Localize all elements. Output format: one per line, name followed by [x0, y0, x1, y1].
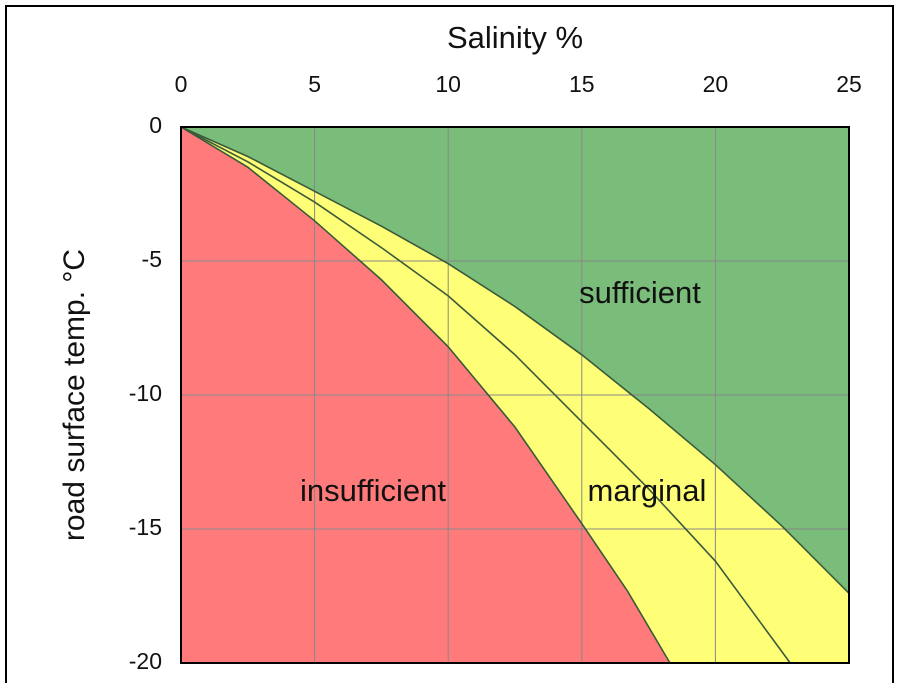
boundary-line	[180, 126, 850, 594]
y-axis-label: road surface temp. °C	[58, 249, 91, 541]
region-label: marginal	[588, 473, 707, 508]
region-label: insufficient	[300, 473, 446, 508]
x-tick-label: 10	[435, 71, 461, 97]
region-sufficient	[181, 127, 849, 594]
y-tick-label: -10	[129, 380, 162, 406]
y-tick-label: -5	[142, 246, 162, 272]
x-tick-label: 15	[569, 71, 595, 97]
y-tick-label: 0	[149, 112, 162, 138]
x-tick-label: 20	[703, 71, 729, 97]
boundary-line	[180, 126, 791, 664]
x-tick-label: 25	[836, 71, 862, 97]
region-label: sufficient	[579, 275, 701, 310]
boundary-line	[180, 126, 671, 664]
frame	[5, 5, 894, 683]
y-tick-label: -20	[129, 648, 162, 674]
x-tick-label: 5	[308, 71, 321, 97]
x-tick-label: 0	[175, 71, 188, 97]
chart-title: Salinity %	[447, 20, 583, 55]
plot-frame	[180, 126, 850, 664]
y-tick-label: -15	[129, 514, 162, 540]
